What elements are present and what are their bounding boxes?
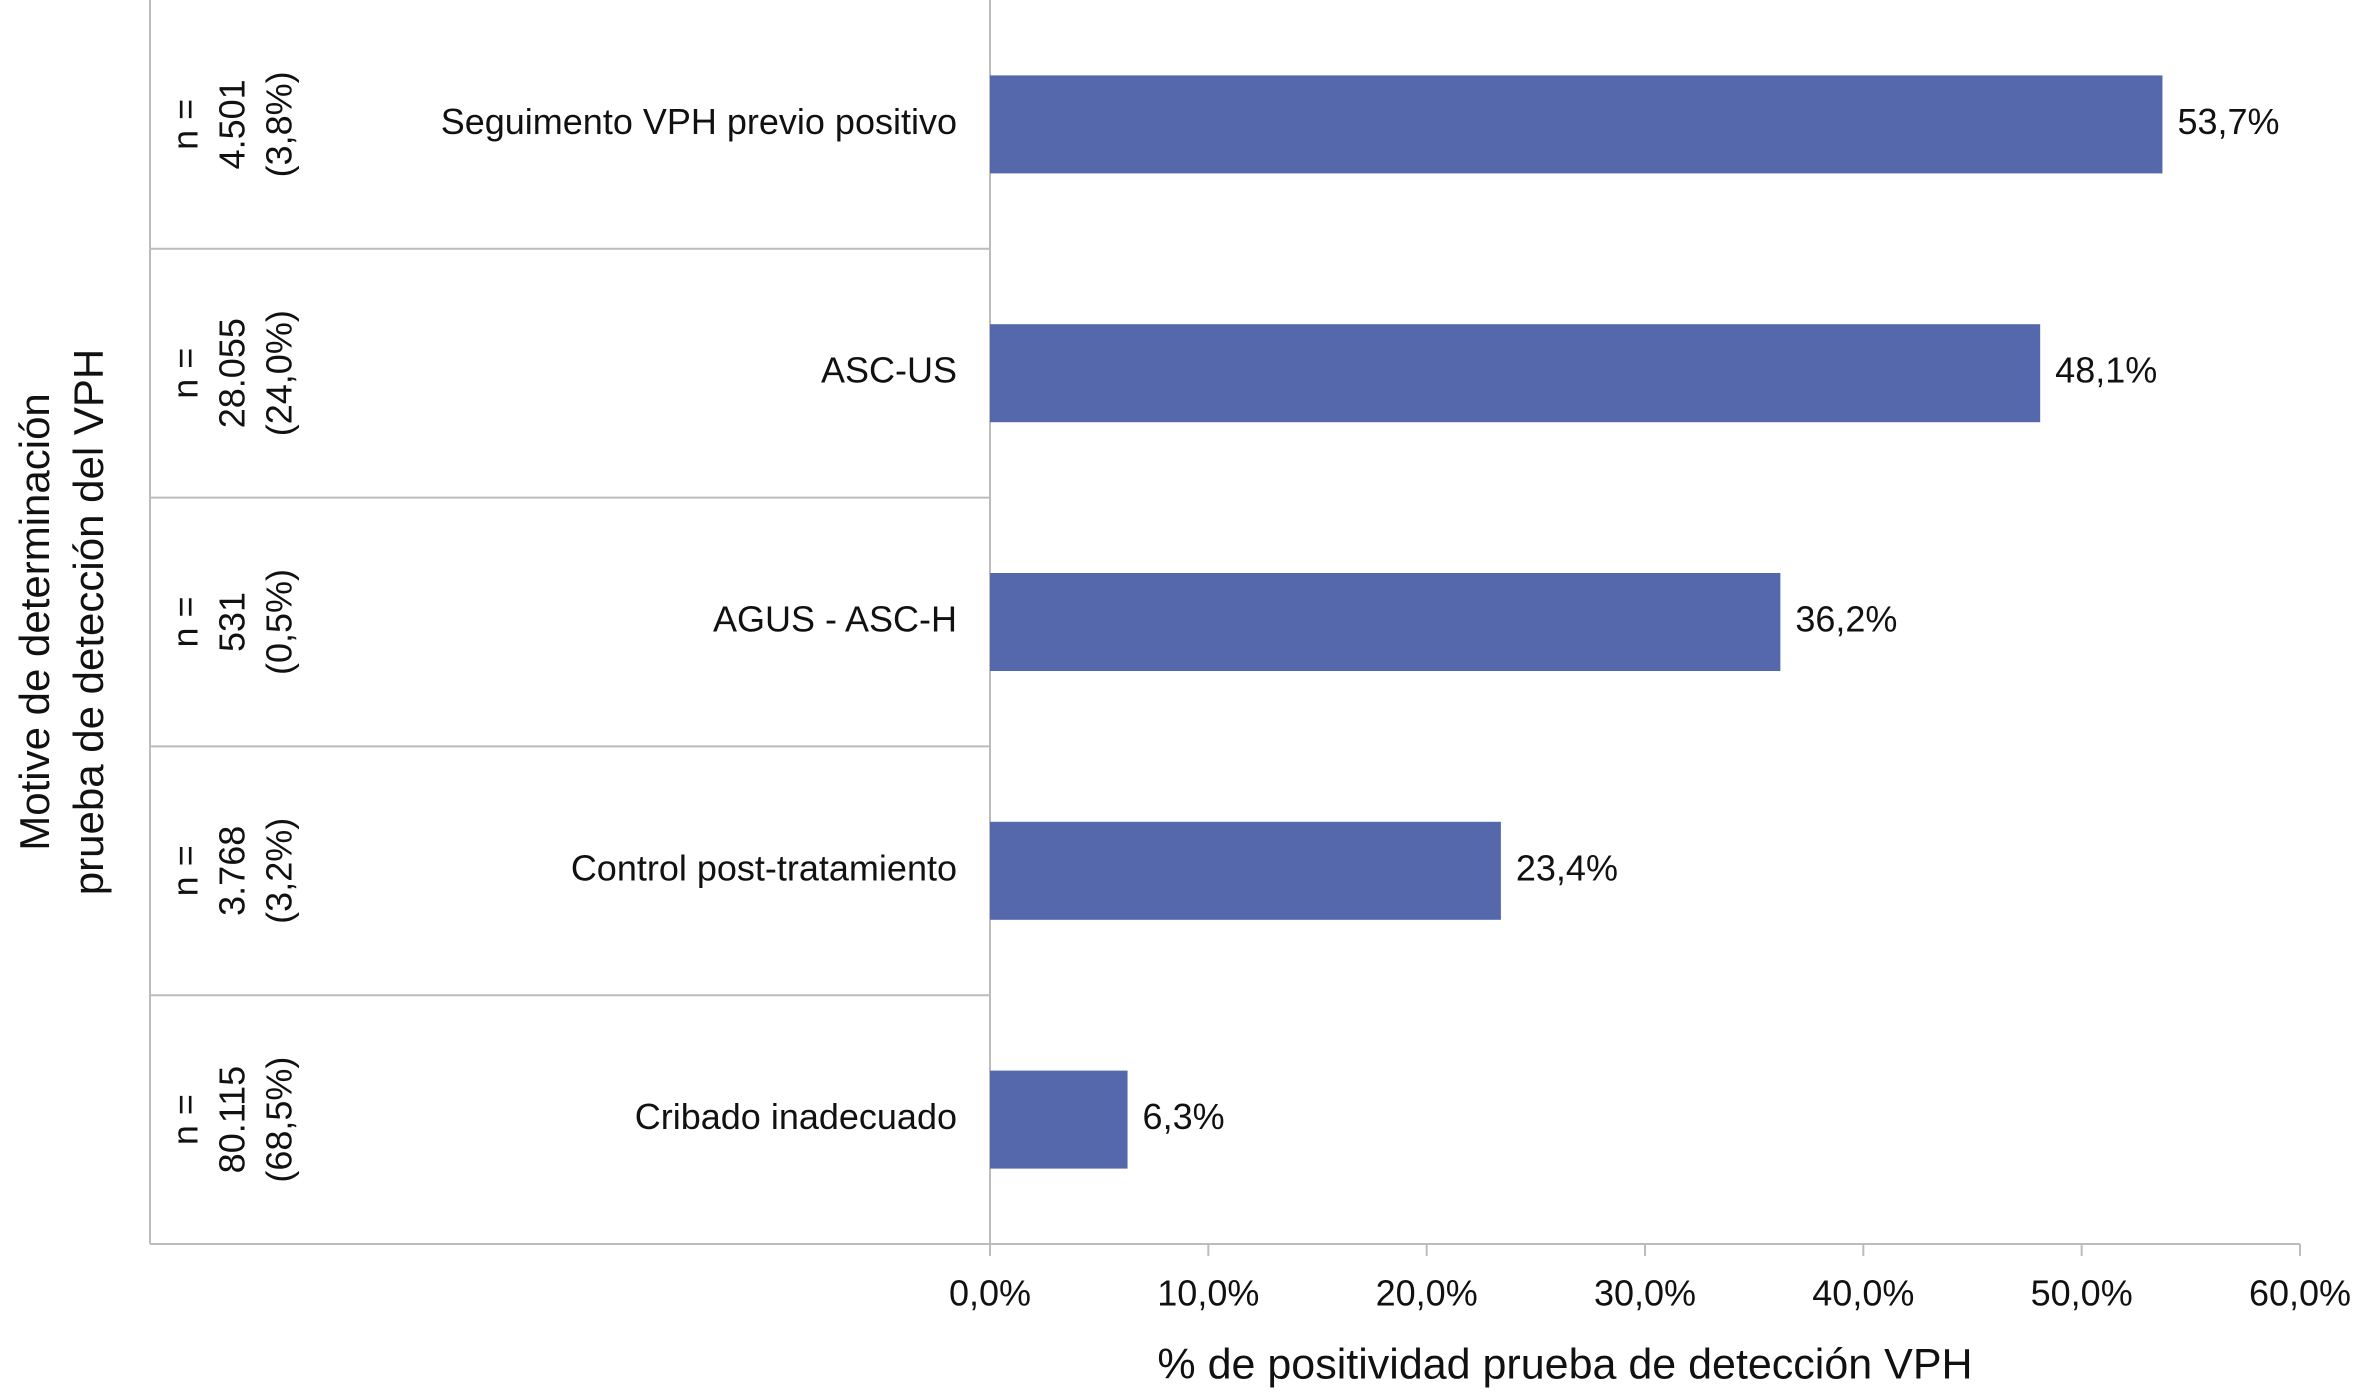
group-label: (0,5%)	[259, 569, 300, 675]
bar	[990, 75, 2163, 174]
bar	[990, 324, 2041, 423]
value-label: 48,1%	[2055, 350, 2157, 391]
group-label: (24,0%)	[259, 310, 300, 436]
group-label: 531	[212, 592, 253, 652]
group-label: n =	[165, 99, 206, 150]
x-tick-label: 50,0%	[2031, 1273, 2133, 1314]
group-label: (68,5%)	[259, 1057, 300, 1183]
category-label: Seguimento VPH previo positivo	[441, 101, 957, 142]
bar	[990, 1070, 1128, 1169]
x-tick-label: 10,0%	[1157, 1273, 1259, 1314]
group-label: n =	[165, 596, 206, 647]
category-label: AGUS - ASC-H	[713, 599, 957, 640]
bar	[990, 821, 1501, 920]
category-label: ASC-US	[821, 350, 957, 391]
category-label: Control post-tratamiento	[571, 847, 957, 888]
category-label: Cribado inadecuado	[635, 1096, 957, 1137]
group-label: (3,8%)	[259, 71, 300, 177]
x-tick-label: 20,0%	[1376, 1273, 1478, 1314]
x-tick-label: 30,0%	[1594, 1273, 1696, 1314]
value-label: 6,3%	[1143, 1096, 1225, 1137]
bar	[990, 573, 1781, 671]
group-label: (3,2%)	[259, 818, 300, 924]
x-axis-title: % de positividad prueba de detección VPH	[1157, 1340, 1972, 1388]
x-tick-label: 0,0%	[949, 1273, 1031, 1314]
x-tick-label: 40,0%	[1812, 1273, 1914, 1314]
group-label: n =	[165, 348, 206, 399]
group-label: n =	[165, 845, 206, 896]
y-axis-title: prueba de detección del VPH	[65, 349, 112, 895]
value-label: 23,4%	[1516, 847, 1618, 888]
y-axis-title: Motive de determinación	[11, 393, 58, 851]
value-label: 53,7%	[2177, 101, 2279, 142]
value-label: 36,2%	[1795, 599, 1897, 640]
group-label: 28.055	[212, 318, 253, 428]
group-label: n =	[165, 1094, 206, 1145]
group-label: 4.501	[212, 79, 253, 169]
group-label: 80.115	[212, 1066, 253, 1173]
group-label: 3.768	[212, 826, 253, 916]
x-tick-label: 60,0%	[2249, 1273, 2351, 1314]
